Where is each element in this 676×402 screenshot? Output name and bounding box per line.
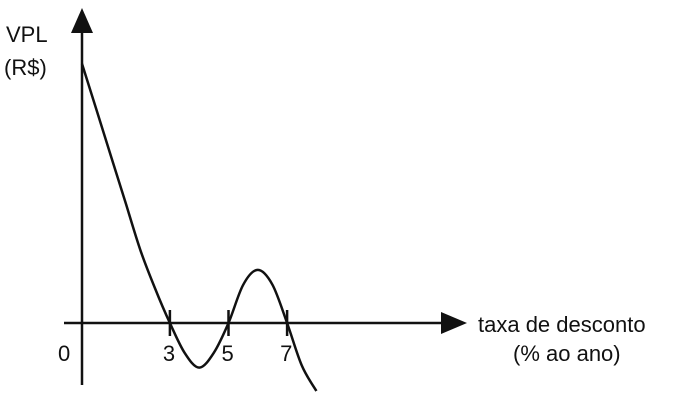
- y-axis-label-line1: VPL: [6, 22, 48, 47]
- x-tick-label-3: 3: [163, 341, 175, 366]
- npv-curve: [80, 63, 318, 392]
- x-axis-arrowhead: [441, 312, 467, 334]
- x-tick-label-7: 7: [280, 341, 292, 366]
- x-axis-label-line2: (% ao ano): [513, 341, 621, 366]
- x-axis-label-line1: taxa de desconto: [478, 312, 646, 337]
- y-axis-arrowhead: [71, 8, 93, 33]
- x-ticks: 3 5 7: [163, 310, 292, 366]
- x-tick-label-5: 5: [222, 341, 234, 366]
- origin-label: 0: [58, 341, 70, 366]
- y-axis-label-line2: (R$): [4, 55, 47, 80]
